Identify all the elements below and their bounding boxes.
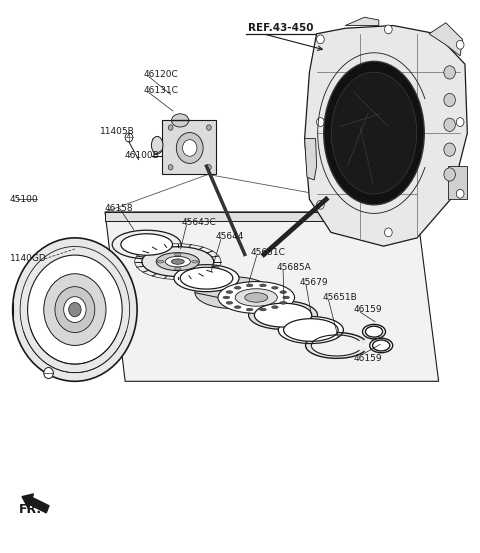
Ellipse shape <box>226 301 233 304</box>
Ellipse shape <box>317 35 324 44</box>
Ellipse shape <box>180 267 233 289</box>
Ellipse shape <box>331 72 417 194</box>
Text: 45679: 45679 <box>300 278 328 286</box>
Polygon shape <box>105 212 417 221</box>
Ellipse shape <box>171 259 184 264</box>
Ellipse shape <box>260 308 266 311</box>
Ellipse shape <box>254 303 312 327</box>
Ellipse shape <box>280 291 287 294</box>
Ellipse shape <box>218 281 295 314</box>
Text: 46159: 46159 <box>354 353 383 363</box>
Ellipse shape <box>27 255 122 364</box>
Text: 45100: 45100 <box>9 195 38 204</box>
Ellipse shape <box>278 316 343 343</box>
Polygon shape <box>162 121 216 174</box>
Text: 45643C: 45643C <box>181 218 216 227</box>
Ellipse shape <box>317 200 324 209</box>
Polygon shape <box>305 139 317 180</box>
Ellipse shape <box>55 286 95 332</box>
Ellipse shape <box>157 260 164 263</box>
Ellipse shape <box>372 340 390 351</box>
Ellipse shape <box>176 133 203 164</box>
Ellipse shape <box>284 319 338 341</box>
Ellipse shape <box>324 61 424 205</box>
Text: 45651B: 45651B <box>323 293 357 302</box>
Ellipse shape <box>234 306 241 309</box>
Ellipse shape <box>171 114 189 127</box>
Ellipse shape <box>226 291 233 294</box>
Text: 46131C: 46131C <box>144 86 178 95</box>
Ellipse shape <box>112 230 181 259</box>
Ellipse shape <box>223 296 230 299</box>
Ellipse shape <box>444 143 456 156</box>
Ellipse shape <box>192 260 198 263</box>
Text: 46158: 46158 <box>105 204 133 212</box>
Ellipse shape <box>456 118 464 127</box>
Ellipse shape <box>444 118 456 132</box>
Ellipse shape <box>444 93 456 107</box>
Ellipse shape <box>182 140 197 156</box>
Ellipse shape <box>283 296 289 299</box>
Ellipse shape <box>44 274 106 346</box>
Ellipse shape <box>206 165 211 170</box>
Ellipse shape <box>246 308 253 311</box>
Ellipse shape <box>165 257 191 267</box>
Ellipse shape <box>249 301 318 330</box>
Ellipse shape <box>456 189 464 198</box>
Ellipse shape <box>174 265 239 291</box>
Ellipse shape <box>245 293 268 302</box>
Text: 46159: 46159 <box>354 305 383 314</box>
Text: 46120C: 46120C <box>144 70 178 79</box>
Text: FR.: FR. <box>19 503 42 516</box>
Ellipse shape <box>317 118 324 127</box>
Polygon shape <box>306 332 367 358</box>
Ellipse shape <box>152 137 163 154</box>
Ellipse shape <box>168 125 173 131</box>
Ellipse shape <box>12 238 137 382</box>
Ellipse shape <box>362 325 385 339</box>
Ellipse shape <box>235 289 277 306</box>
Polygon shape <box>345 17 379 25</box>
Ellipse shape <box>142 247 214 276</box>
Text: 45685A: 45685A <box>276 263 311 272</box>
Ellipse shape <box>125 133 133 142</box>
Ellipse shape <box>174 253 181 256</box>
Ellipse shape <box>234 286 241 289</box>
Ellipse shape <box>444 66 456 79</box>
Polygon shape <box>429 23 463 56</box>
Polygon shape <box>448 166 468 199</box>
Ellipse shape <box>69 302 81 317</box>
Text: 1140GD: 1140GD <box>10 254 47 263</box>
Ellipse shape <box>195 277 272 309</box>
Ellipse shape <box>365 326 383 337</box>
Polygon shape <box>105 212 439 382</box>
Ellipse shape <box>384 25 392 34</box>
Ellipse shape <box>260 284 266 287</box>
Ellipse shape <box>384 228 392 237</box>
Text: 11405B: 11405B <box>100 128 135 137</box>
Text: REF.43-450: REF.43-450 <box>248 23 313 33</box>
Ellipse shape <box>168 165 173 170</box>
Ellipse shape <box>246 284 253 287</box>
Ellipse shape <box>272 306 278 309</box>
Ellipse shape <box>156 253 199 270</box>
Ellipse shape <box>456 40 464 49</box>
FancyArrow shape <box>22 494 49 513</box>
Ellipse shape <box>121 234 172 255</box>
Text: 45644: 45644 <box>215 232 243 241</box>
Ellipse shape <box>444 168 456 181</box>
Ellipse shape <box>272 286 278 289</box>
Text: 45651C: 45651C <box>251 248 286 257</box>
Ellipse shape <box>64 297 86 322</box>
Ellipse shape <box>44 368 53 379</box>
Ellipse shape <box>20 247 130 373</box>
Polygon shape <box>305 25 468 246</box>
Text: 46100B: 46100B <box>124 150 159 160</box>
Ellipse shape <box>206 125 211 131</box>
Ellipse shape <box>370 338 393 353</box>
Ellipse shape <box>280 301 287 304</box>
Ellipse shape <box>174 267 181 270</box>
